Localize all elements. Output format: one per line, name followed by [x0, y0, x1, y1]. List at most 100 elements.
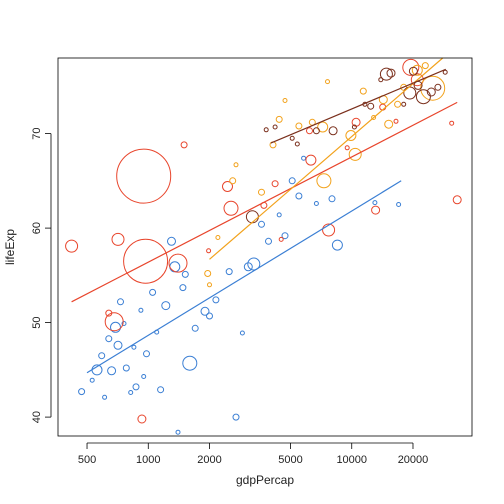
data-point-blue-32: [225, 268, 233, 276]
data-point-blue-37: [258, 220, 265, 228]
data-point-brown-19: [434, 83, 442, 91]
data-point-red-2: [104, 312, 124, 332]
data-point-blue-1: [89, 377, 95, 383]
data-point-red-15: [306, 127, 313, 135]
data-point-brown-11: [379, 67, 393, 81]
x-tick-label-1: 1000: [136, 454, 160, 466]
data-point-orange-11: [317, 121, 329, 133]
data-point-red-24: [410, 73, 424, 87]
data-point-brown-2: [272, 124, 278, 130]
data-point-orange-4: [233, 162, 239, 168]
data-point-blue-11: [122, 364, 130, 372]
data-point-blue-30: [206, 312, 213, 320]
data-point-blue-0: [78, 388, 86, 396]
data-point-blue-43: [301, 155, 307, 161]
data-point-blue-33: [232, 413, 240, 421]
data-point-blue-15: [138, 307, 144, 313]
data-point-blue-28: [191, 324, 199, 332]
data-point-orange-12: [316, 173, 332, 189]
data-point-blue-9: [117, 298, 124, 306]
data-point-blue-5: [105, 335, 113, 343]
data-point-blue-13: [131, 344, 137, 350]
y-tick-label-1: 50: [31, 316, 43, 328]
x-tick-label-2: 2000: [197, 454, 221, 466]
data-point-blue-3: [98, 352, 106, 360]
y-axis-label: lifeExp: [3, 229, 17, 265]
fit-line-brown: [270, 68, 447, 144]
data-point-blue-22: [167, 236, 176, 246]
data-point-brown-10: [378, 77, 384, 83]
y-tick-label-3: 70: [31, 127, 43, 139]
data-point-red-16: [305, 154, 317, 166]
data-point-blue-21: [161, 301, 171, 311]
data-point-blue-41: [288, 177, 296, 185]
data-point-orange-8: [282, 98, 288, 103]
data-point-blue-24: [175, 429, 181, 435]
data-point-blue-25: [179, 284, 187, 292]
data-point-blue-39: [276, 212, 282, 218]
data-point-red-25: [449, 120, 455, 126]
data-point-brown-5: [312, 127, 320, 135]
data-point-red-6: [123, 238, 169, 284]
axes-layer: 500 1000 2000 5000 10000 20000 40 50 60 70: [31, 127, 428, 466]
data-point-blue-10: [121, 321, 127, 326]
data-point-blue-38: [265, 237, 272, 245]
data-point-blue-40: [281, 232, 289, 240]
data-point-orange-2: [215, 235, 221, 240]
data-point-blue-31: [212, 296, 220, 304]
data-point-blue-16: [141, 374, 147, 379]
data-point-orange-19: [384, 119, 394, 129]
data-point-blue-4: [102, 394, 108, 400]
data-point-red-18: [344, 145, 350, 151]
data-point-brown-4: [294, 141, 300, 147]
x-tick-label-5: 20000: [398, 454, 429, 466]
data-point-red-0: [65, 239, 79, 253]
data-point-red-9: [206, 248, 212, 254]
data-point-red-13: [271, 180, 279, 188]
data-point-orange-14: [345, 130, 357, 141]
data-point-brown-1: [263, 127, 269, 133]
data-point-red-5: [116, 148, 172, 204]
data-point-orange-16: [359, 87, 367, 95]
plot-frame: [57, 57, 473, 437]
x-axis-label: gdpPercap: [236, 473, 294, 487]
data-point-orange-3: [229, 177, 237, 185]
x-tick-label-3: 5000: [278, 454, 302, 466]
data-point-orange-17: [371, 115, 377, 120]
data-point-orange-23: [421, 62, 429, 70]
data-point-blue-42: [295, 192, 303, 200]
data-point-orange-0: [204, 270, 212, 277]
data-point-orange-7: [275, 115, 283, 123]
data-point-brown-3: [289, 135, 295, 141]
data-point-blue-45: [328, 195, 336, 203]
data-point-red-10: [222, 181, 233, 192]
data-point-brown-9: [367, 102, 375, 110]
data-point-red-23: [402, 58, 420, 76]
data-point-orange-5: [258, 188, 265, 196]
y-tick-label-0: 40: [31, 411, 43, 423]
data-point-red-3: [111, 232, 125, 246]
data-point-blue-12: [128, 390, 134, 395]
data-point-red-20: [371, 205, 381, 215]
data-point-brown-7: [351, 124, 357, 130]
fit-line-orange: [209, 57, 444, 260]
data-point-blue-26: [181, 270, 189, 278]
data-point-blue-34: [239, 330, 245, 336]
y-tick-label-2: 60: [31, 222, 43, 234]
data-point-orange-9: [295, 122, 303, 130]
points-layer: [65, 58, 462, 435]
data-point-blue-29: [200, 306, 210, 316]
data-point-blue-48: [396, 202, 402, 207]
data-point-blue-14: [132, 383, 140, 391]
data-point-blue-6: [107, 366, 117, 376]
data-point-brown-17: [415, 89, 431, 105]
data-point-brown-15: [408, 66, 418, 76]
data-point-red-11: [223, 200, 239, 216]
data-point-red-26: [452, 195, 462, 205]
data-point-blue-17: [143, 350, 150, 358]
data-point-red-4: [137, 414, 147, 424]
data-point-blue-27: [182, 355, 198, 371]
x-tick-label-0: 500: [78, 454, 96, 466]
